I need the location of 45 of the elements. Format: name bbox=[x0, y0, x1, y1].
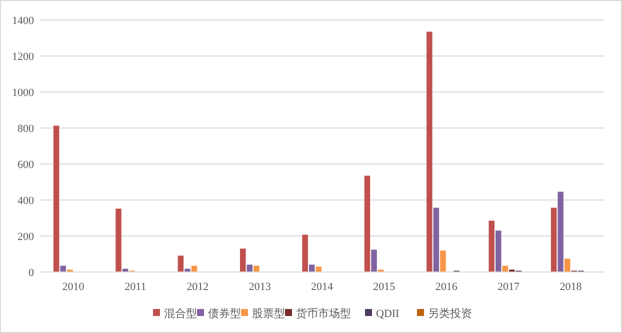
bar bbox=[550, 208, 557, 272]
bar bbox=[178, 256, 184, 272]
bar bbox=[246, 264, 253, 272]
y-tick-label: 400 bbox=[18, 194, 34, 207]
x-tick-label: 2013 bbox=[248, 281, 272, 293]
bar bbox=[53, 126, 60, 272]
bar bbox=[240, 248, 246, 272]
x-tick-label: 2014 bbox=[311, 281, 334, 293]
x-tick-label: 2010 bbox=[62, 281, 85, 293]
legend-label: 股票型 bbox=[252, 308, 285, 320]
x-tick-label: 2011 bbox=[124, 281, 146, 293]
bar bbox=[426, 32, 432, 272]
bar bbox=[364, 176, 370, 272]
legend-label: 债券型 bbox=[208, 306, 241, 320]
bar bbox=[496, 230, 502, 272]
y-tick-label: 1400 bbox=[12, 14, 34, 27]
x-tick-label: 2017 bbox=[498, 281, 520, 293]
legend-label: 混合型 bbox=[164, 306, 197, 320]
bar bbox=[433, 208, 440, 272]
bar bbox=[302, 234, 308, 272]
y-tick-label: 600 bbox=[18, 158, 34, 171]
bar bbox=[316, 266, 322, 272]
x-tick-label: 2015 bbox=[373, 281, 396, 293]
bar bbox=[502, 266, 508, 272]
bar bbox=[440, 250, 446, 272]
bar bbox=[60, 266, 66, 272]
bar bbox=[308, 264, 315, 272]
x-tick-label: 2016 bbox=[435, 281, 458, 293]
x-tick-label: 2018 bbox=[560, 281, 582, 293]
y-tick-label: 200 bbox=[18, 230, 34, 243]
bar bbox=[558, 192, 564, 272]
y-tick-label: 800 bbox=[18, 122, 34, 135]
bar bbox=[116, 208, 122, 272]
bar bbox=[564, 258, 570, 272]
bar bbox=[371, 250, 377, 272]
legend-label: QDII bbox=[376, 308, 400, 320]
x-tick-label: 2012 bbox=[186, 281, 209, 293]
legend-label: 货币市场型 bbox=[296, 306, 351, 320]
y-tick-label: 0 bbox=[28, 266, 34, 279]
bar bbox=[254, 266, 260, 272]
bar bbox=[488, 220, 494, 272]
y-tick-label: 1200 bbox=[12, 50, 34, 63]
y-tick-label: 1000 bbox=[12, 86, 34, 99]
legend-label: 另类投资 bbox=[428, 306, 472, 320]
bar bbox=[191, 266, 198, 272]
